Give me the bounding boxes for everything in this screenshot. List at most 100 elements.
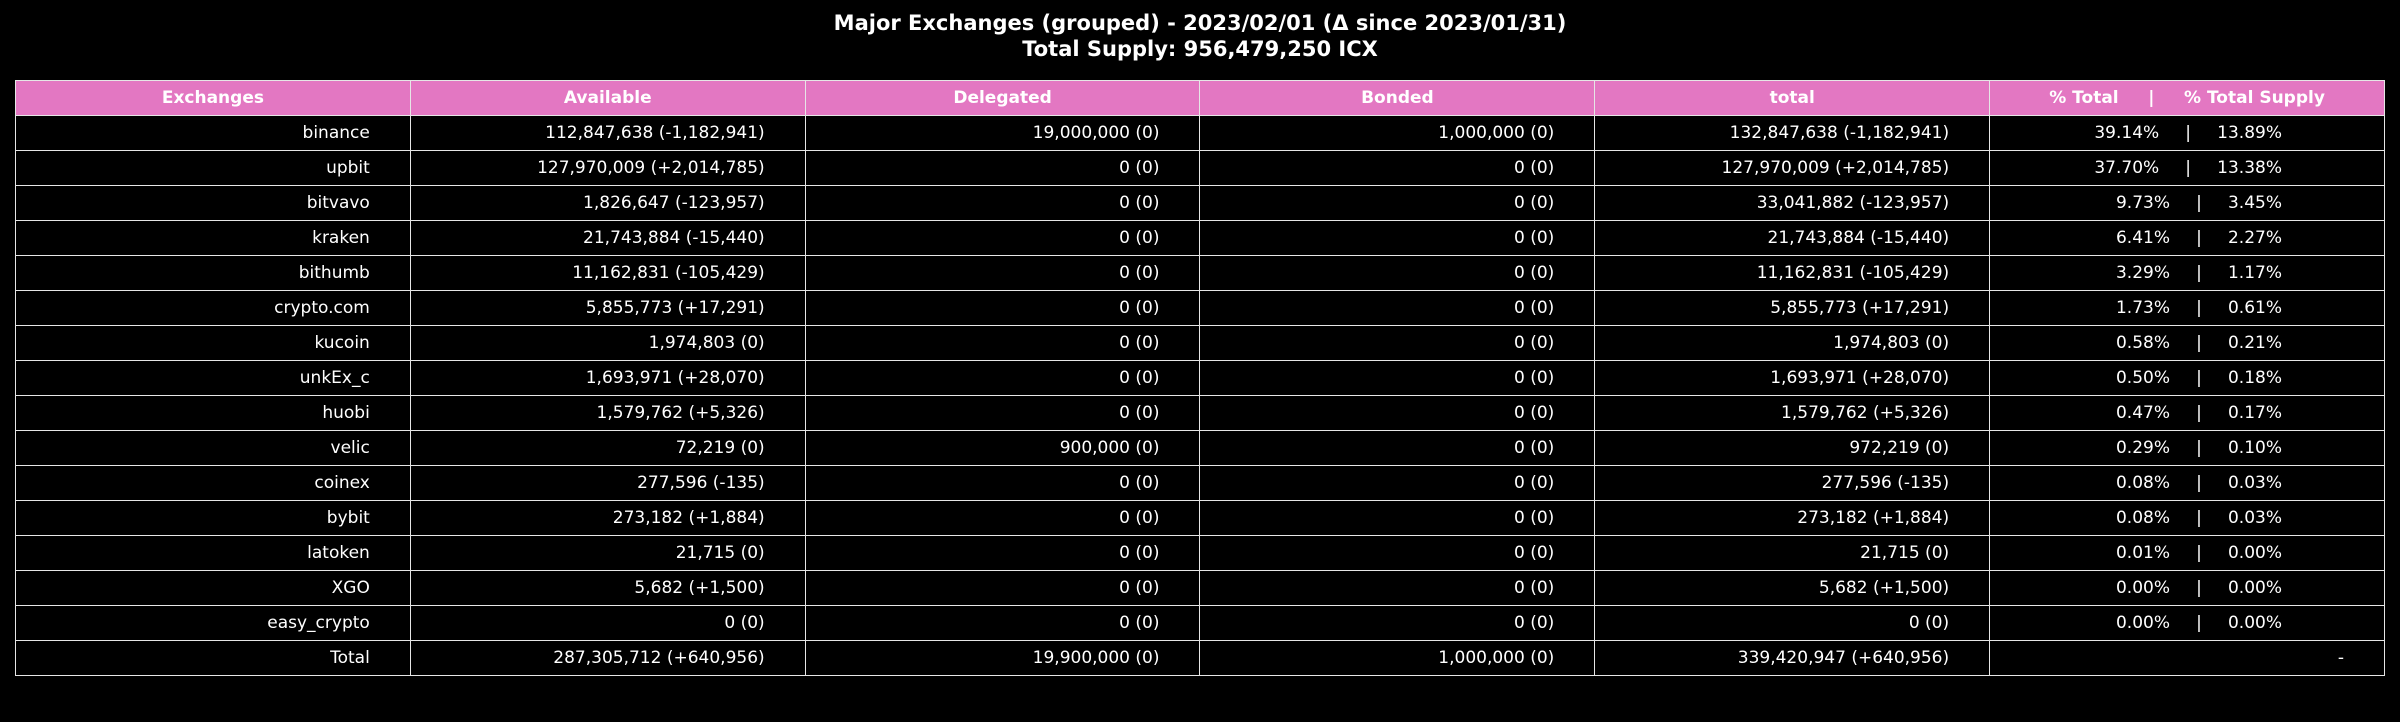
cell-pct: 0.01% | 0.00% <box>1989 535 2385 571</box>
cell-available: 277,596 (-135) <box>409 465 806 501</box>
cell-total: 132,847,638 (-1,182,941) <box>1594 115 1991 151</box>
cell-exchange: kucoin <box>15 325 411 361</box>
cell-available: 1,826,647 (-123,957) <box>409 185 806 221</box>
table-row: XGO 5,682 (+1,500) 0 (0) 0 (0) 5,682 (+1,500… <box>15 570 2385 606</box>
cell-delegated: 0 (0) <box>804 220 1201 256</box>
cell-delegated: 0 (0) <box>804 185 1201 221</box>
total-row: Total 287,305,712 (+640,956) 19,900,000 (0… <box>15 640 2385 676</box>
cell-bonded: 0 (0) <box>1199 395 1596 431</box>
cell-available: 11,162,831 (-105,429) <box>409 255 806 291</box>
cell-pct: 0.08% | 0.03% <box>1989 465 2385 501</box>
chart-title: Major Exchanges (grouped) - 2023/02/01 (… <box>0 10 2400 62</box>
pct-supply-value: 0.00% <box>2227 578 2282 598</box>
pct-separator: | <box>2196 403 2202 423</box>
cell-exchange: XGO <box>15 570 411 606</box>
cell-pct: 0.08% | 0.03% <box>1989 500 2385 536</box>
table-row: kraken 21,743,884 (-15,440) 0 (0) 0 (0) 21,7… <box>15 220 2385 256</box>
pct-total-value: 0.50% <box>2115 368 2170 388</box>
pct-supply-value: 0.00% <box>2227 613 2282 633</box>
cell-available: 5,855,773 (+17,291) <box>409 290 806 326</box>
pct-supply-value: 2.27% <box>2227 228 2282 248</box>
cell-bonded: 1,000,000 (0) <box>1199 115 1596 151</box>
pct-total-value: 0.08% <box>2115 508 2170 528</box>
cell-exchange: huobi <box>15 395 411 431</box>
pct-supply-value: 0.17% <box>2227 403 2282 423</box>
cell-total: 273,182 (+1,884) <box>1594 500 1991 536</box>
cell-available: 72,219 (0) <box>409 430 806 466</box>
cell-available: 1,579,762 (+5,326) <box>409 395 806 431</box>
cell-bonded: 0 (0) <box>1199 605 1596 641</box>
pct-separator: | <box>2196 438 2202 458</box>
cell-total: 1,579,762 (+5,326) <box>1594 395 1991 431</box>
cell-available: 127,970,009 (+2,014,785) <box>409 150 806 186</box>
cell-total: 33,041,882 (-123,957) <box>1594 185 1991 221</box>
cell-available: 1,693,971 (+28,070) <box>409 360 806 396</box>
cell-exchange: upbit <box>15 150 411 186</box>
cell-pct: 0.00% | 0.00% <box>1989 605 2385 641</box>
column-header-available: Available <box>409 80 806 116</box>
pct-separator: | <box>2196 263 2202 283</box>
cell-bonded: 0 (0) <box>1199 325 1596 361</box>
cell-bonded: 0 (0) <box>1199 220 1596 256</box>
table-row: unkEx_c 1,693,971 (+28,070) 0 (0) 0 (0) 1,69… <box>15 360 2385 396</box>
pct-separator: | <box>2185 123 2192 143</box>
total-cell-pct: - <box>1989 640 2385 676</box>
cell-total: 21,743,884 (-15,440) <box>1594 220 1991 256</box>
cell-delegated: 19,000,000 (0) <box>804 115 1201 151</box>
cell-bonded: 0 (0) <box>1199 430 1596 466</box>
cell-available: 5,682 (+1,500) <box>409 570 806 606</box>
cell-bonded: 0 (0) <box>1199 500 1596 536</box>
pct-supply-value: 0.00% <box>2227 543 2282 563</box>
cell-pct: 3.29% | 1.17% <box>1989 255 2385 291</box>
cell-exchange: unkEx_c <box>15 360 411 396</box>
table-header-row: Exchanges Available Delegated Bonded total% … <box>15 80 2385 116</box>
cell-bonded: 0 (0) <box>1199 185 1596 221</box>
pct-total-value: 0.29% <box>2115 438 2170 458</box>
pct-total-value: 0.08% <box>2115 473 2170 493</box>
pct-total-value: 0.00% <box>2115 578 2170 598</box>
pct-separator: | <box>2196 193 2202 213</box>
pct-total-value: 39.14% <box>2094 123 2160 143</box>
cell-available: 0 (0) <box>409 605 806 641</box>
chart-title-line-1: Major Exchanges (grouped) - 2023/02/01 (… <box>833 11 1567 35</box>
cell-pct: 0.47% | 0.17% <box>1989 395 2385 431</box>
pct-supply-value: 1.17% <box>2227 263 2282 283</box>
cell-bonded: 0 (0) <box>1199 360 1596 396</box>
cell-available: 273,182 (+1,884) <box>409 500 806 536</box>
pct-total-value: 37.70% <box>2094 158 2160 178</box>
cell-bonded: 0 (0) <box>1199 255 1596 291</box>
table-row: huobi 1,579,762 (+5,326) 0 (0) 0 (0) 1,579,7… <box>15 395 2385 431</box>
cell-delegated: 0 (0) <box>804 500 1201 536</box>
cell-pct: 6.41% | 2.27% <box>1989 220 2385 256</box>
pct-supply-value: 13.38% <box>2217 158 2282 178</box>
column-header-total: total <box>1594 80 1991 116</box>
total-cell-available: 287,305,712 (+640,956) <box>409 640 806 676</box>
cell-total: 972,219 (0) <box>1594 430 1991 466</box>
table-row: crypto.com 5,855,773 (+17,291) 0 (0) 0 (0) 5… <box>15 290 2385 326</box>
pct-separator: | <box>2196 473 2202 493</box>
table-row: bybit 273,182 (+1,884) 0 (0) 0 (0) 273,182 (… <box>15 500 2385 536</box>
cell-delegated: 0 (0) <box>804 360 1201 396</box>
pct-supply-value: 3.45% <box>2227 193 2282 213</box>
cell-total: 0 (0) <box>1594 605 1991 641</box>
total-cell-delegated: 19,900,000 (0) <box>804 640 1201 676</box>
cell-exchange: bithumb <box>15 255 411 291</box>
pct-supply-value: 0.03% <box>2227 473 2282 493</box>
total-cell-exchange: Total <box>15 640 411 676</box>
pct-supply-value: 0.18% <box>2227 368 2282 388</box>
cell-total: 1,693,971 (+28,070) <box>1594 360 1991 396</box>
cell-total: 127,970,009 (+2,014,785) <box>1594 150 1991 186</box>
table-row: coinex 277,596 (-135) 0 (0) 0 (0) 277,596 (-… <box>15 465 2385 501</box>
pct-separator: | <box>2196 543 2202 563</box>
pct-total-value: 9.73% <box>2115 193 2170 213</box>
cell-exchange: easy_crypto <box>15 605 411 641</box>
pct-separator: | <box>2196 298 2202 318</box>
cell-pct: 39.14% | 13.89% <box>1989 115 2385 151</box>
table-row: bitvavo 1,826,647 (-123,957) 0 (0) 0 (0) 33,… <box>15 185 2385 221</box>
cell-delegated: 0 (0) <box>804 570 1201 606</box>
pct-separator: | <box>2196 333 2202 353</box>
chart-title-line-2: Total Supply: 956,479,250 ICX <box>1022 37 1378 61</box>
exchange-table: Exchanges Available Delegated Bonded total% … <box>15 80 2385 676</box>
table-row: latoken 21,715 (0) 0 (0) 0 (0) 21,715 (0) 0.0… <box>15 535 2385 571</box>
cell-exchange: binance <box>15 115 411 151</box>
